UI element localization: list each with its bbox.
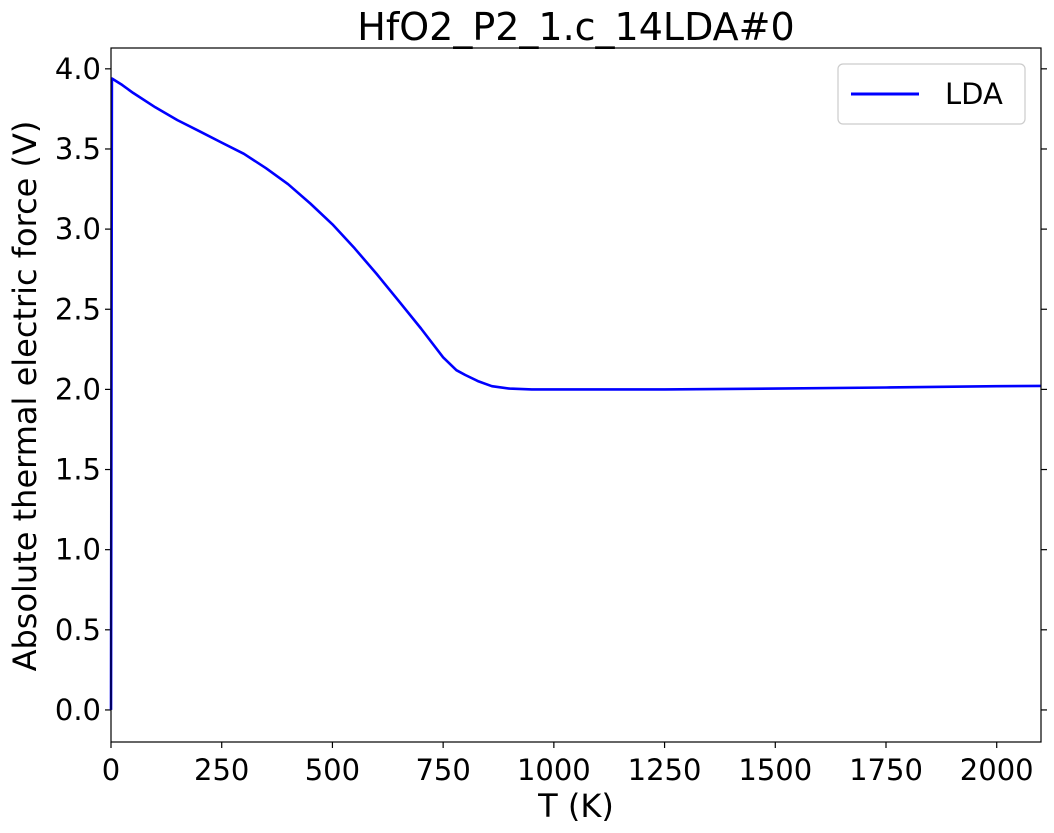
y-tick-label: 0.0 xyxy=(55,693,101,727)
y-tick-label: 0.5 xyxy=(55,613,101,647)
y-tick-label: 3.5 xyxy=(55,132,101,166)
chart-title: HfO2_P2_1.c_14LDA#0 xyxy=(357,5,794,49)
x-axis-label: T (K) xyxy=(537,787,614,825)
series-layer xyxy=(109,77,1042,710)
x-tick-label: 250 xyxy=(194,753,249,787)
x-tick-label: 0 xyxy=(102,753,120,787)
y-axis-label: Absolute thermal electric force (V) xyxy=(6,121,44,672)
legend-box xyxy=(837,63,1026,125)
x-tick-label: 750 xyxy=(415,753,470,787)
y-tick-label: 2.0 xyxy=(55,372,101,406)
y-tick-label: 2.5 xyxy=(55,292,101,326)
x-tick-label: 1250 xyxy=(628,753,702,787)
y-tick-label: 1.5 xyxy=(55,453,101,487)
x-tick-label: 1000 xyxy=(517,753,591,787)
x-tick-label: 500 xyxy=(305,753,360,787)
x-tick-label: 1500 xyxy=(738,753,812,787)
y-axis-ticks: 0.0 0.5 1.0 1.5 2.0 2.5 3.0 3.5 4.0 xyxy=(55,52,1047,727)
y-tick-label: 3.0 xyxy=(55,212,101,246)
y-tick-label: 1.0 xyxy=(55,533,101,567)
x-tick-label: 2000 xyxy=(960,753,1034,787)
x-tick-label: 1750 xyxy=(849,753,923,787)
series-line-lda xyxy=(109,77,1042,710)
legend-label-lda: LDA xyxy=(945,77,1003,111)
x-axis-ticks: 0 250 500 750 1000 1250 1500 1750 2000 xyxy=(102,742,1034,787)
y-tick-label: 4.0 xyxy=(55,52,101,86)
legend: LDA xyxy=(837,63,1026,125)
axes-frame xyxy=(110,47,1042,743)
